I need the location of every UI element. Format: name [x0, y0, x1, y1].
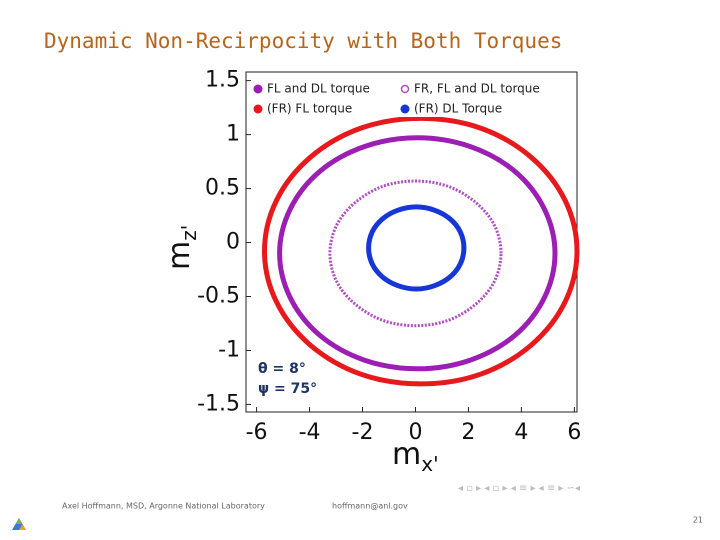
y-tick-label: 0.5 [205, 176, 240, 201]
series-line [261, 115, 580, 387]
footer-author: Axel Hoffmann, MSD, Argonne National Lab… [62, 502, 265, 511]
legend-bg [250, 81, 350, 97]
y-tick-label: -0.5 [197, 284, 240, 309]
annotation: θ = 8° [258, 361, 306, 377]
annotation: ψ = 75° [258, 381, 317, 397]
x-tick-label: 0 [408, 420, 422, 445]
y-tick-label: 1 [226, 122, 240, 147]
legend-label: FL and DL torque [267, 82, 370, 96]
x-tick-label: -2 [352, 420, 374, 445]
legend-label: (FR) FL torque [267, 102, 352, 116]
legend-marker [253, 104, 263, 114]
y-tick-label: -1 [218, 337, 240, 362]
y-axis-label: mz' [162, 225, 201, 270]
legend-bg [397, 81, 547, 97]
legend-label: (FR) DL Torque [414, 102, 502, 116]
slide-title: Dynamic Non-Recirpocity with Both Torque… [44, 29, 562, 53]
nav-icons[interactable]: ◂ ▫ ▸ ◂ ▫ ▸ ◂ ≡ ▸ ◂ ≡ ▸ ∽◂ [458, 483, 580, 494]
x-tick-label: 2 [461, 420, 475, 445]
y-tick-label: -1.5 [197, 391, 240, 416]
legend-bg [250, 101, 350, 117]
x-tick-label: -4 [299, 420, 321, 445]
page-number: 21 [693, 516, 703, 525]
y-tick-label: 1.5 [205, 68, 240, 93]
legend-marker [400, 84, 410, 94]
legend-bg [397, 101, 547, 117]
legend-label: FR, FL and DL torque [414, 82, 540, 96]
plot [261, 115, 580, 387]
x-axis-label: mx' [392, 437, 439, 476]
x-tick-label: -6 [246, 420, 268, 445]
logo [12, 518, 26, 530]
series-line [277, 135, 558, 372]
series-line [366, 204, 467, 292]
x-axis-label-sub: x' [421, 452, 438, 476]
x-axis-label-main: m [392, 437, 421, 472]
series-line [328, 179, 503, 328]
x-tick-label: 6 [567, 420, 581, 445]
y-tick-label: 0 [226, 230, 240, 255]
footer-email: hoffmann@anl.gov [332, 502, 408, 511]
legend-marker [400, 104, 410, 114]
legend-marker [253, 84, 263, 94]
y-axis-label-main: m [162, 241, 197, 270]
y-axis-label-sub: z' [177, 225, 201, 241]
svg-text:◂ ▫ ▸ ◂ ▫ ▸ ◂ ≡ ▸ ◂ ≡ ▸ ∽◂: ◂ ▫ ▸ ◂ ▫ ▸ ◂ ≡ ▸ ◂ ≡ ▸ ∽◂ [458, 483, 580, 494]
x-tick-label: 4 [514, 420, 528, 445]
